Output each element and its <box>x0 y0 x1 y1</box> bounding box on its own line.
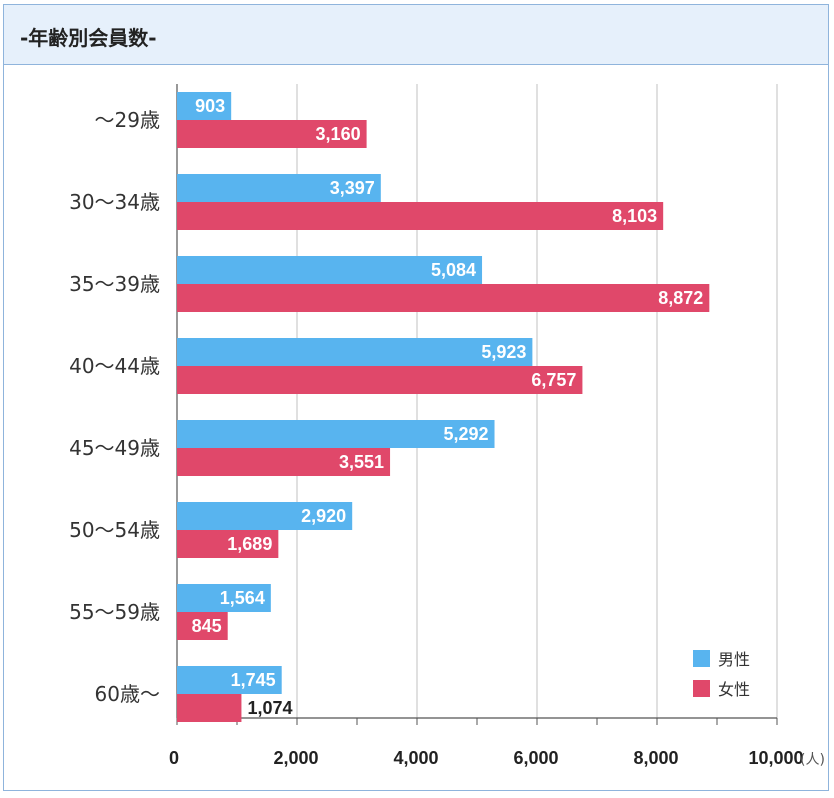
x-tick-label: 8,000 <box>633 748 678 768</box>
x-tick-label: 0 <box>169 748 179 768</box>
bar-male <box>177 256 483 284</box>
value-label: 6,757 <box>531 370 576 390</box>
value-label: 1,564 <box>220 588 265 608</box>
value-label: 845 <box>192 616 222 636</box>
bar-female <box>177 366 583 394</box>
bars <box>177 92 710 722</box>
bar-female <box>177 284 710 312</box>
bar-male <box>177 420 495 448</box>
x-tick-label: 4,000 <box>393 748 438 768</box>
value-label: 8,872 <box>658 288 703 308</box>
x-tick-label: 6,000 <box>513 748 558 768</box>
labels: 0 2,000 4,000 6,000 8,000 10,000(人) ～29歳 903 3,1… <box>69 96 825 768</box>
legend-label: 女性 <box>718 680 750 699</box>
category-label: 30～34歳 <box>69 190 160 214</box>
bar-male <box>177 584 271 612</box>
chart-title: -年齢別会員数- <box>20 26 157 50</box>
value-label: 1,074 <box>247 698 292 718</box>
category-label: 50～54歳 <box>69 518 160 542</box>
value-label: 1,745 <box>231 670 276 690</box>
bar-female <box>177 612 228 640</box>
bar-female <box>177 120 367 148</box>
category-label: 40～44歳 <box>69 354 160 378</box>
x-unit-label: (人) <box>800 752 825 768</box>
chart-panel: -年齢別会員数- <box>3 4 829 791</box>
value-label: 3,397 <box>330 178 375 198</box>
value-label: 5,292 <box>443 424 488 444</box>
bar-male <box>177 92 232 120</box>
value-label: 5,923 <box>481 342 526 362</box>
value-label: 5,084 <box>431 260 476 280</box>
x-tick-label: 2,000 <box>273 748 318 768</box>
category-label: 55～59歳 <box>69 600 160 624</box>
legend-swatch <box>693 680 710 697</box>
value-label: 903 <box>195 96 225 116</box>
category-label: 35～39歳 <box>69 272 160 296</box>
bar-male <box>177 338 533 366</box>
panel-header: -年齢別会員数- <box>4 5 828 65</box>
bar-male <box>177 502 353 530</box>
value-label: 3,551 <box>339 452 384 472</box>
legend-swatch <box>693 650 710 667</box>
value-label: 1,689 <box>227 534 272 554</box>
category-label: ～29歳 <box>95 108 160 132</box>
value-label: 8,103 <box>612 206 657 226</box>
value-label: 3,160 <box>316 124 361 144</box>
value-label: 2,920 <box>301 506 346 526</box>
bar-male <box>177 174 381 202</box>
category-label: 60歳～ <box>95 682 160 706</box>
category-label: 45～49歳 <box>69 436 160 460</box>
bar-female <box>177 530 279 558</box>
bar-female <box>177 694 242 722</box>
legend-label: 男性 <box>718 650 750 669</box>
bar-male <box>177 666 282 694</box>
bar-female <box>177 202 664 230</box>
bar-female <box>177 448 391 476</box>
x-tick-label: 10,000 <box>748 748 803 768</box>
